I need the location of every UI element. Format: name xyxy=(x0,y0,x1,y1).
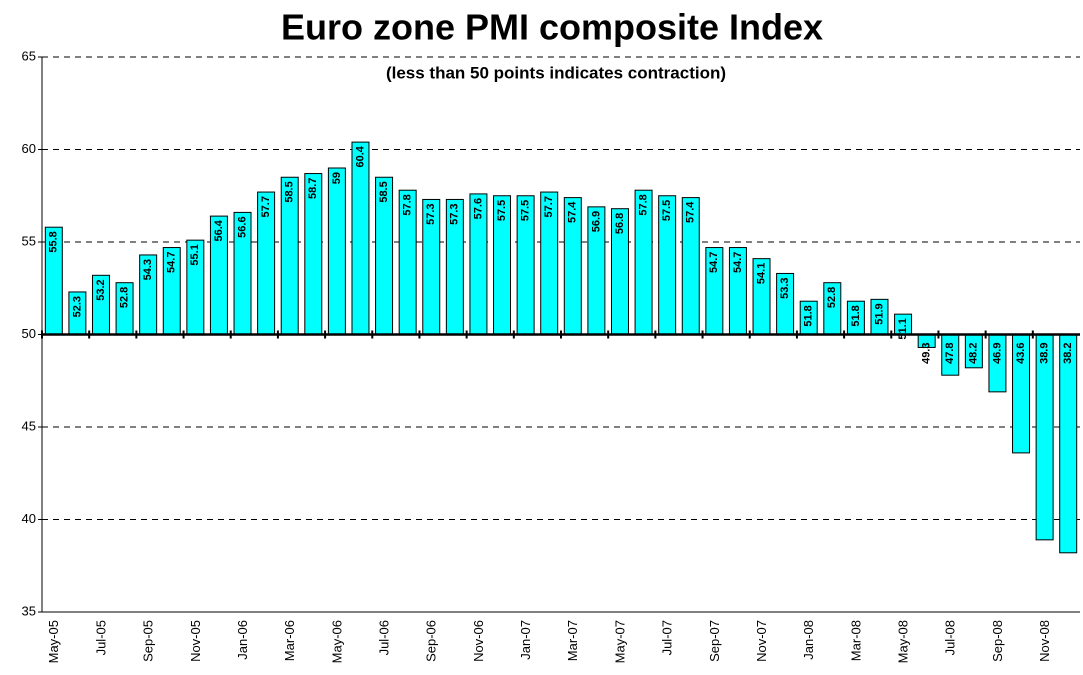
y-tick-label: 45 xyxy=(22,418,36,433)
data-label: 38.2 xyxy=(1062,343,1074,364)
data-label: 57.8 xyxy=(637,194,649,215)
y-tick-label: 55 xyxy=(22,233,36,248)
data-label: 56.8 xyxy=(614,213,626,234)
data-label: 52.8 xyxy=(118,287,130,308)
data-label: 53.3 xyxy=(779,277,791,298)
x-tick-label: Jul-07 xyxy=(660,620,675,655)
chart-title: Euro zone PMI composite Index xyxy=(281,7,823,48)
data-label: 57.8 xyxy=(402,194,414,215)
data-label: 58.5 xyxy=(284,181,296,202)
x-tick-label: Jul-08 xyxy=(943,620,958,655)
data-label: 52.8 xyxy=(826,287,838,308)
x-tick-label: May-08 xyxy=(896,620,911,663)
x-tick-label: May-07 xyxy=(612,620,627,663)
y-tick-label: 60 xyxy=(22,141,36,156)
x-tick-label: Sep-05 xyxy=(141,620,156,662)
bar xyxy=(1059,334,1078,554)
x-tick-label: Nov-05 xyxy=(188,620,203,662)
data-label: 54.1 xyxy=(755,263,767,284)
data-label: 43.6 xyxy=(1015,343,1027,364)
data-label: 57.5 xyxy=(520,200,532,221)
data-label: 57.7 xyxy=(260,196,272,217)
data-label: 54.3 xyxy=(142,259,154,280)
data-label: 57.4 xyxy=(567,201,579,223)
x-tick-label: Sep-06 xyxy=(424,620,439,662)
data-label: 38.9 xyxy=(1039,343,1051,364)
x-tick-label: May-05 xyxy=(46,620,61,663)
y-tick-label: 50 xyxy=(22,326,36,341)
bar xyxy=(327,167,346,335)
data-label: 59 xyxy=(331,172,343,184)
data-label: 53.2 xyxy=(95,279,107,300)
bar xyxy=(1035,334,1054,541)
x-tick-label: Sep-08 xyxy=(990,620,1005,662)
x-tick-label: Nov-06 xyxy=(471,620,486,662)
x-tick-label: Jan-08 xyxy=(801,620,816,660)
data-label: 51.1 xyxy=(897,318,909,339)
data-label: 56.4 xyxy=(213,219,225,241)
data-label: 54.7 xyxy=(166,252,178,273)
data-label: 56.6 xyxy=(236,216,248,237)
data-label: 54.7 xyxy=(708,252,720,273)
bar xyxy=(351,141,370,335)
data-label: 57.3 xyxy=(449,203,461,224)
x-tick-label: May-06 xyxy=(329,620,344,663)
x-tick-label: Mar-07 xyxy=(565,620,580,661)
data-label: 58.5 xyxy=(378,181,390,202)
x-tick-label: Mar-08 xyxy=(848,620,863,661)
y-tick-label: 65 xyxy=(22,48,36,63)
x-tick-label: Jul-06 xyxy=(377,620,392,655)
data-label: 48.2 xyxy=(968,343,980,364)
x-tick-label: Jul-05 xyxy=(93,620,108,655)
data-label: 56.9 xyxy=(590,211,602,232)
data-label: 57.4 xyxy=(685,201,697,223)
x-tick-label: Mar-06 xyxy=(282,620,297,661)
data-label: 57.7 xyxy=(543,196,555,217)
x-tick-label: Sep-07 xyxy=(707,620,722,662)
data-label: 54.7 xyxy=(732,252,744,273)
x-tick-label: Jan-07 xyxy=(518,620,533,660)
data-label: 51.9 xyxy=(873,303,885,324)
data-label: 58.7 xyxy=(307,178,319,199)
data-label: 57.3 xyxy=(425,203,437,224)
data-label: 47.8 xyxy=(944,343,956,364)
data-label: 55.1 xyxy=(189,244,201,265)
data-label: 57.5 xyxy=(661,200,673,221)
data-label: 49.3 xyxy=(921,343,933,364)
data-label: 46.9 xyxy=(991,343,1003,364)
y-tick-label: 35 xyxy=(22,603,36,618)
x-tick-label: Jan-06 xyxy=(235,620,250,660)
data-label: 55.8 xyxy=(48,231,60,252)
y-tick-label: 40 xyxy=(22,511,36,526)
data-label: 51.8 xyxy=(850,305,862,326)
data-label: 57.5 xyxy=(496,200,508,221)
chart-subtitle: (less than 50 points indicates contracti… xyxy=(386,63,726,82)
x-tick-label: Nov-07 xyxy=(754,620,769,662)
x-tick-label: Nov-08 xyxy=(1037,620,1052,662)
data-label: 57.6 xyxy=(472,198,484,219)
data-label: 60.4 xyxy=(354,145,366,167)
data-label: 52.3 xyxy=(71,296,83,317)
data-label: 51.8 xyxy=(803,305,815,326)
